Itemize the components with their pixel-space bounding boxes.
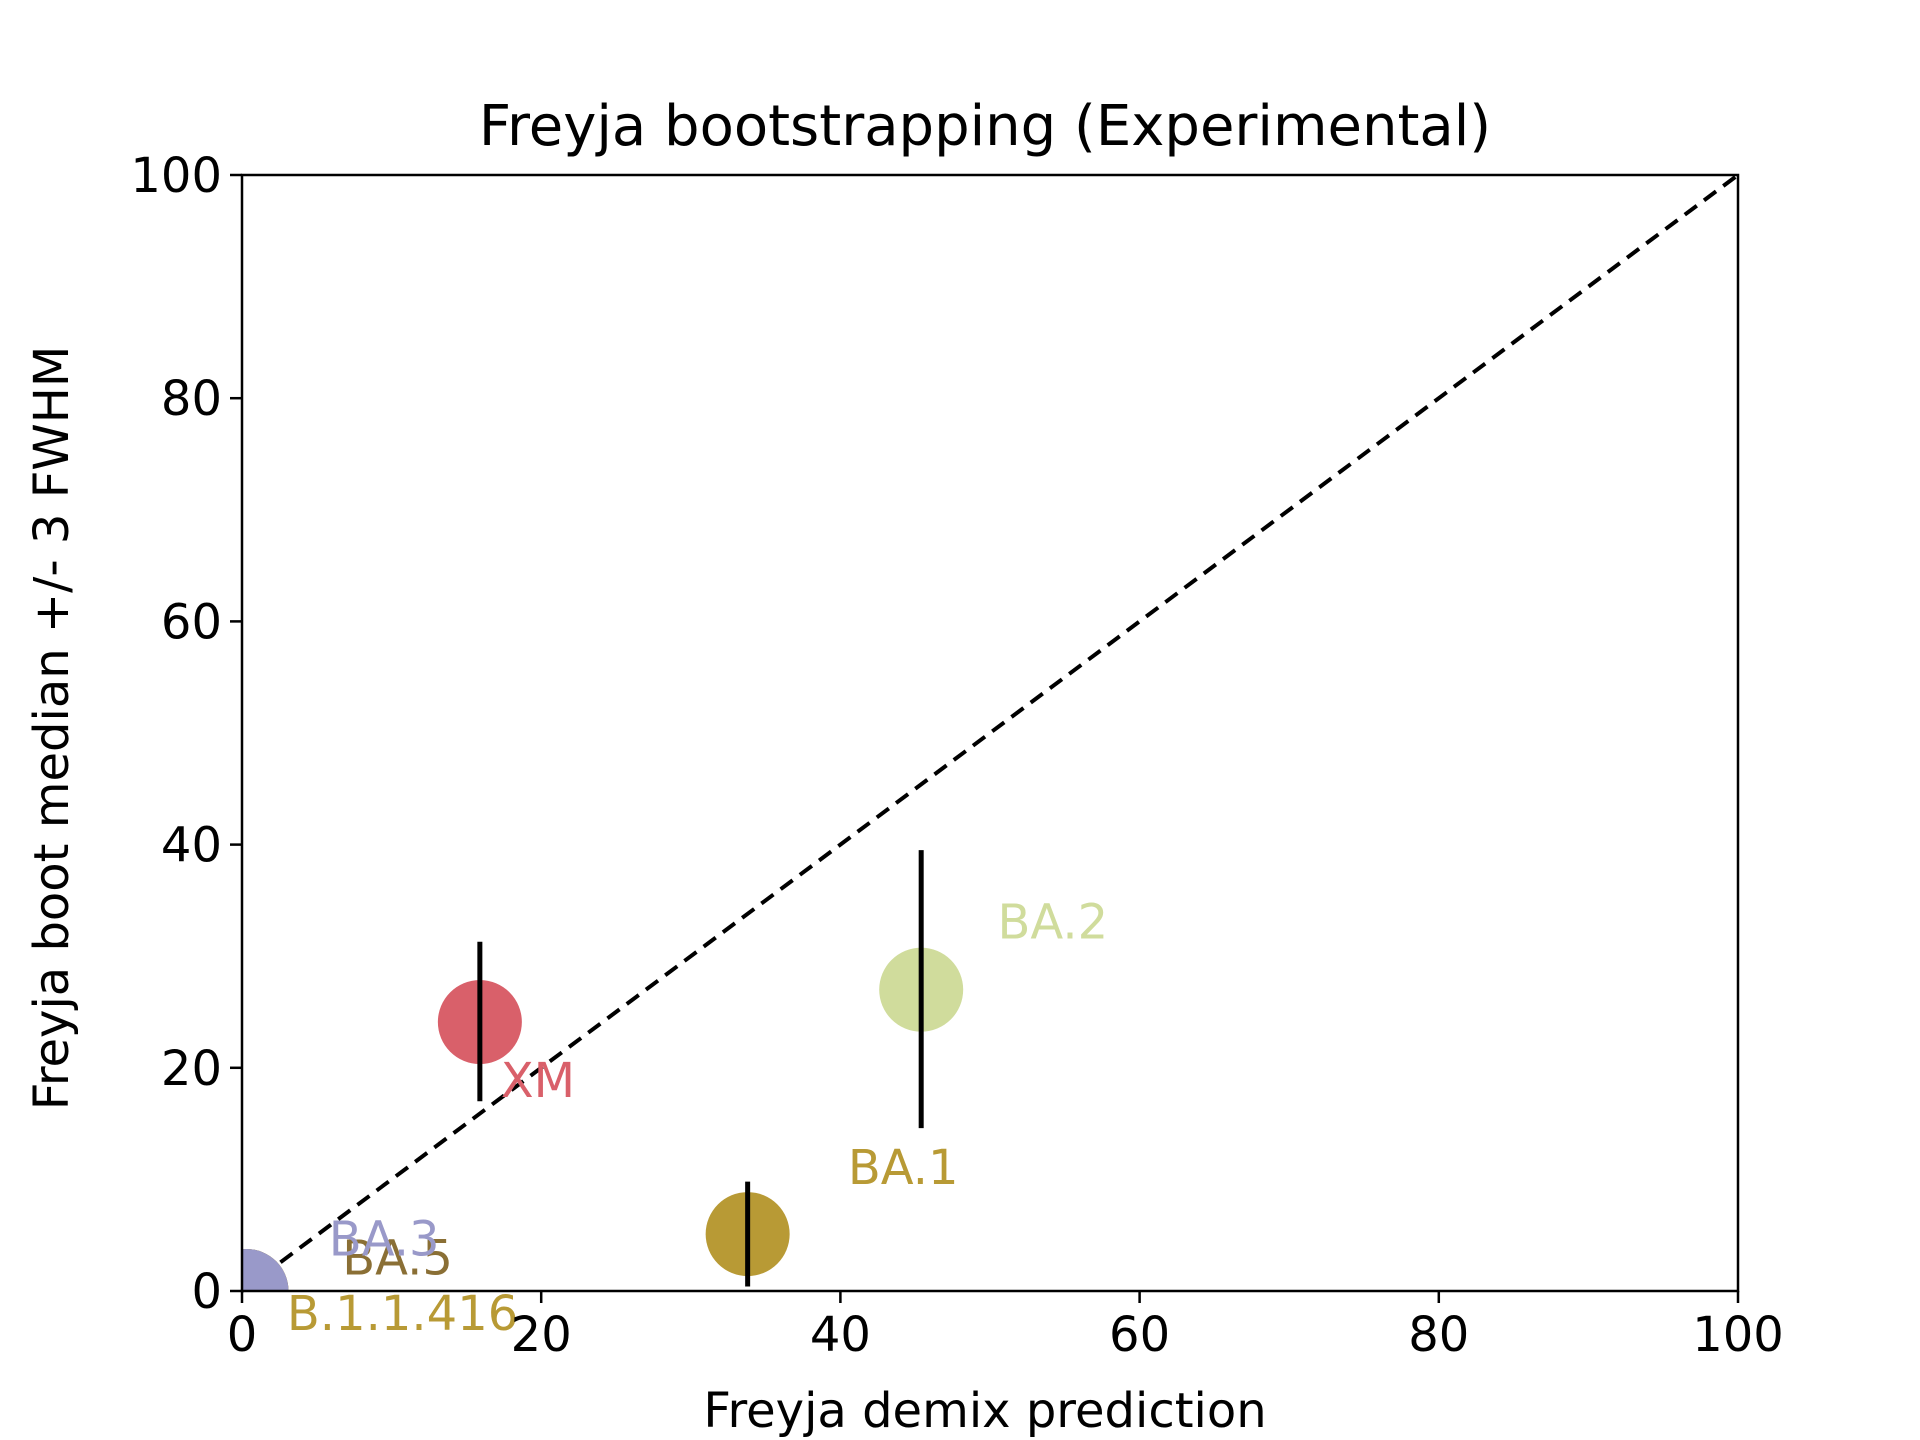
y-axis-label: Freyja boot median +/- 3 FWHM bbox=[24, 346, 80, 1111]
point-label: BA.2 bbox=[997, 894, 1108, 950]
plot-frame bbox=[240, 173, 1740, 1293]
x-axis-label: Freyja demix prediction bbox=[703, 1383, 1266, 1439]
y-tick-label: 80 bbox=[161, 371, 222, 427]
x-tick-label: 100 bbox=[1692, 1307, 1784, 1363]
data-point bbox=[242, 1249, 289, 1291]
x-tick-label: 20 bbox=[511, 1307, 572, 1363]
point-label: BA.3 bbox=[329, 1211, 440, 1267]
y-tick-label: 60 bbox=[161, 594, 222, 650]
point-label: XM bbox=[501, 1053, 575, 1109]
errorbars-layer bbox=[477, 850, 924, 1287]
x-tick-label: 40 bbox=[810, 1307, 871, 1363]
point-label: B.1.1.416 bbox=[287, 1286, 518, 1342]
reference-line bbox=[240, 173, 1740, 1293]
y-tick-label: 20 bbox=[161, 1041, 222, 1097]
x-tick-label: 60 bbox=[1109, 1307, 1170, 1363]
point-label: BA.1 bbox=[848, 1140, 959, 1196]
y-axis: 0 20 40 60 80 100 bbox=[130, 148, 242, 1320]
chart-title: Freyja bootstrapping (Experimental) bbox=[479, 94, 1491, 159]
y-tick-label: 0 bbox=[191, 1264, 222, 1320]
x-axis: 0 20 40 60 80 100 bbox=[227, 1291, 1784, 1363]
y-tick-label: 100 bbox=[130, 148, 222, 204]
x-tick-label: 0 bbox=[227, 1307, 258, 1363]
point-label: BA.5 bbox=[342, 1230, 453, 1286]
y-tick-label: 40 bbox=[161, 818, 222, 874]
x-tick-label: 80 bbox=[1408, 1307, 1469, 1363]
